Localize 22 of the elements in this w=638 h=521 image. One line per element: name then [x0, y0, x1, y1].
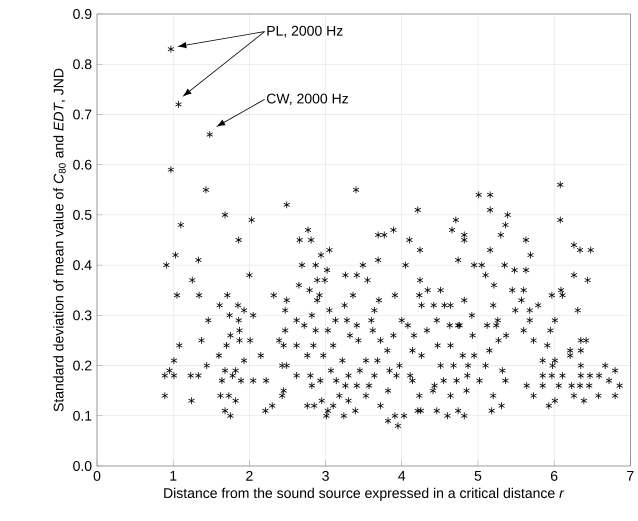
- x-tick-label: 4: [398, 470, 406, 481]
- annotation: PL, 2000 Hz: [267, 26, 343, 38]
- y-tick-label: 0.3: [73, 310, 92, 320]
- x-tick-label: 0: [94, 470, 100, 481]
- x-tick-label: 7: [627, 470, 634, 481]
- x-tick-label: 6: [550, 470, 558, 481]
- y-tick-label: 0.4: [73, 260, 92, 270]
- x-tick-label: 3: [322, 470, 329, 481]
- y-tick-label: 0.6: [73, 160, 92, 170]
- x-tick-label: 2: [246, 470, 253, 481]
- x-tick-label: 5: [474, 470, 482, 481]
- y-tick-label: 0.1: [73, 410, 92, 421]
- y-tick-label: 0.2: [73, 360, 92, 371]
- annotation: CW, 2000 Hz: [266, 94, 348, 106]
- y-axis-title: Standard deviation of mean value of C$_{80}$ and EDT, JND: [53, 68, 66, 412]
- x-axis-title: Distance from the sound source expressed in a critical distance r: [164, 488, 564, 501]
- x-tick-label: 1: [170, 470, 176, 481]
- y-tick-label: 0.5: [73, 210, 92, 220]
- y-tick-label: 0.8: [73, 59, 92, 70]
- y-tick-label: 0.0: [73, 461, 92, 471]
- y-tick-label: 0.7: [73, 109, 92, 120]
- y-tick-label: 0.9: [73, 9, 92, 19]
